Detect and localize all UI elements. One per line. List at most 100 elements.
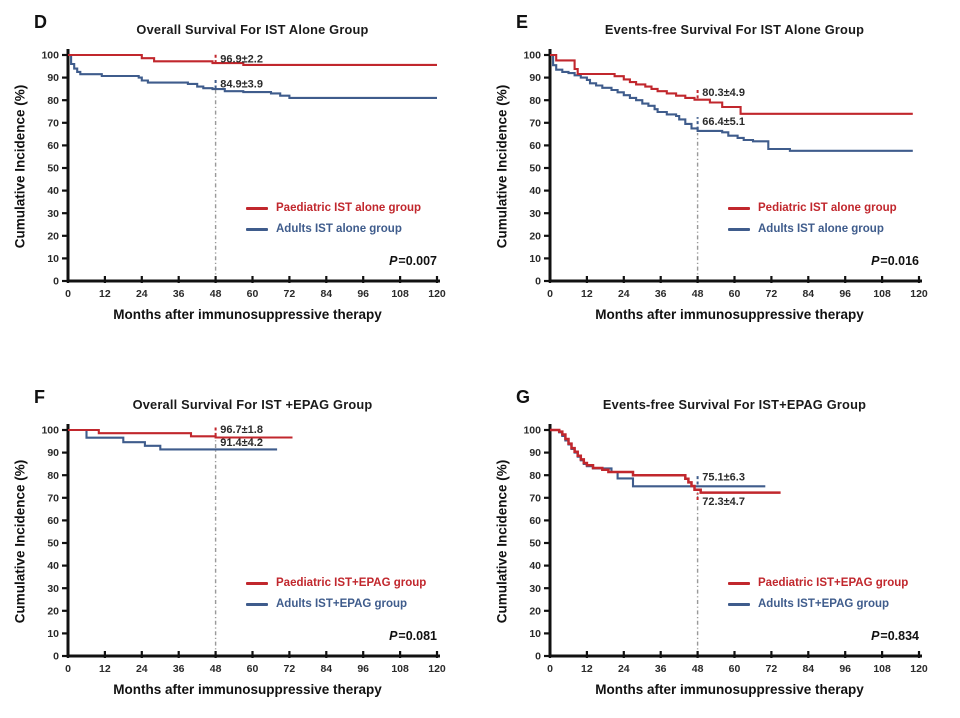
panel-letter-g: G xyxy=(516,387,531,407)
legend-swatch-blue xyxy=(246,227,268,231)
svg-text:90: 90 xyxy=(47,447,59,459)
panel-g: 0 12 24 36 48 60 72 84 96 108 120 0 10 20 30 40 50 60 70 80… xyxy=(482,383,952,718)
p-number: =0.834 xyxy=(880,629,919,643)
svg-text:90: 90 xyxy=(47,72,59,84)
svg-text:36: 36 xyxy=(655,288,667,300)
panel-d: 0 12 24 36 48 60 72 84 96 108 120 0 10 20 30 40 50 60 70 80… xyxy=(0,8,470,343)
legend-label: Paediatric IST+EPAG group xyxy=(276,577,427,589)
svg-text:20: 20 xyxy=(529,230,541,242)
legend-swatch-blue xyxy=(728,227,750,231)
svg-text:96: 96 xyxy=(357,288,369,300)
svg-text:60: 60 xyxy=(529,140,541,152)
svg-text:100: 100 xyxy=(523,425,541,437)
svg-text:0: 0 xyxy=(65,663,71,675)
y-axis-label: Cumulative Incidence (%) xyxy=(494,459,510,624)
svg-text:30: 30 xyxy=(529,583,541,595)
kaplan-meier-chart-g: 0 12 24 36 48 60 72 84 96 108 120 0 10 20 30 40 50 60 70 80… xyxy=(523,424,928,675)
svg-text:50: 50 xyxy=(47,163,59,175)
kaplan-meier-chart-e: 0 12 24 36 48 60 72 84 96 108 120 0 10 20 30 40 50 60 70 80… xyxy=(523,49,928,300)
svg-text:108: 108 xyxy=(391,663,409,675)
p-value: P=0.081 xyxy=(389,629,437,643)
x-axis-label: Months after immunosuppressive therapy xyxy=(595,682,864,697)
svg-text:60: 60 xyxy=(247,288,259,300)
svg-text:40: 40 xyxy=(529,560,541,572)
legend-item-adults: Adults IST+EPAG group xyxy=(728,598,908,610)
svg-text:80: 80 xyxy=(529,95,541,107)
chart-title-g: Events-free Survival For IST+EPAG Group xyxy=(602,397,867,412)
legend-swatch-red xyxy=(728,206,750,210)
svg-text:100: 100 xyxy=(41,425,59,437)
svg-text:96: 96 xyxy=(839,288,851,300)
svg-text:12: 12 xyxy=(99,663,111,675)
y-axis-label: Cumulative Incidence (%) xyxy=(494,84,510,249)
legend-item-pediatric: Pediatric IST alone group xyxy=(728,202,897,214)
svg-text:10: 10 xyxy=(529,628,541,640)
svg-text:36: 36 xyxy=(173,288,185,300)
svg-text:72: 72 xyxy=(766,288,778,300)
x-axis-label: Months after immunosuppressive therapy xyxy=(113,682,382,697)
svg-text:96: 96 xyxy=(839,663,851,675)
panel-f: 0 12 24 36 48 60 72 84 96 108 120 0 10 20 30 40 50 60 70 80… xyxy=(0,383,470,718)
chart-title-d: Overall Survival For IST Alone Group xyxy=(136,22,369,37)
svg-text:0: 0 xyxy=(65,288,71,300)
svg-text:50: 50 xyxy=(47,538,59,550)
svg-text:30: 30 xyxy=(47,583,59,595)
svg-text:70: 70 xyxy=(47,117,59,129)
legend-item-adults: Adults IST alone group xyxy=(246,223,421,235)
x-axis-label: Months after immunosuppressive therapy xyxy=(595,307,864,322)
svg-text:60: 60 xyxy=(47,140,59,152)
legend-label: Adults IST+EPAG group xyxy=(276,598,408,610)
p-number: =0.007 xyxy=(398,254,437,268)
legend-item-adults: Adults IST+EPAG group xyxy=(246,598,426,610)
svg-text:108: 108 xyxy=(391,288,409,300)
legend-swatch-red xyxy=(246,206,268,210)
p-value: P=0.007 xyxy=(389,254,437,268)
legend-label: Paediatric IST+EPAG group xyxy=(758,577,909,589)
svg-text:90: 90 xyxy=(529,72,541,84)
svg-text:24: 24 xyxy=(618,663,630,675)
svg-text:24: 24 xyxy=(136,288,148,300)
svg-text:80: 80 xyxy=(529,470,541,482)
svg-text:60: 60 xyxy=(729,663,741,675)
legend-swatch-blue xyxy=(246,602,268,606)
svg-text:60: 60 xyxy=(729,288,741,300)
p-symbol: P xyxy=(389,629,398,643)
svg-text:20: 20 xyxy=(529,605,541,617)
svg-text:84: 84 xyxy=(802,663,814,675)
svg-text:24: 24 xyxy=(136,663,148,675)
svg-text:40: 40 xyxy=(47,560,59,572)
svg-text:36: 36 xyxy=(655,663,667,675)
kaplan-meier-chart-d: 0 12 24 36 48 60 72 84 96 108 120 0 10 20 30 40 50 60 70 80… xyxy=(41,49,446,300)
svg-text:36: 36 xyxy=(173,663,185,675)
svg-text:84.9±3.9: 84.9±3.9 xyxy=(220,78,263,90)
p-value: P=0.834 xyxy=(871,629,919,643)
svg-text:0: 0 xyxy=(53,276,59,288)
svg-text:70: 70 xyxy=(47,492,59,504)
legend-item-pediatric: Paediatric IST+EPAG group xyxy=(728,577,908,589)
svg-text:96.7±1.8: 96.7±1.8 xyxy=(220,424,263,436)
legend-label: Adults IST alone group xyxy=(758,223,884,235)
svg-text:30: 30 xyxy=(529,208,541,220)
svg-text:72: 72 xyxy=(284,663,296,675)
legend: Paediatric IST alone group Adults IST al… xyxy=(246,202,421,244)
svg-text:50: 50 xyxy=(529,538,541,550)
svg-text:100: 100 xyxy=(41,50,59,62)
legend-label: Adults IST+EPAG group xyxy=(758,598,890,610)
svg-text:20: 20 xyxy=(47,230,59,242)
legend-swatch-blue xyxy=(728,602,750,606)
svg-text:48: 48 xyxy=(692,288,704,300)
svg-text:80: 80 xyxy=(47,470,59,482)
legend: Paediatric IST+EPAG group Adults IST+EPA… xyxy=(728,577,908,619)
svg-text:0: 0 xyxy=(53,651,59,663)
legend-swatch-red xyxy=(246,581,268,585)
svg-text:12: 12 xyxy=(581,288,593,300)
legend: Pediatric IST alone group Adults IST alo… xyxy=(728,202,897,244)
p-symbol: P xyxy=(871,629,880,643)
svg-text:0: 0 xyxy=(535,276,541,288)
chart-title-e: Events-free Survival For IST Alone Group xyxy=(604,22,865,37)
legend-item-pediatric: Paediatric IST+EPAG group xyxy=(246,577,426,589)
svg-text:120: 120 xyxy=(910,288,928,300)
panel-letter-f: F xyxy=(34,387,45,407)
svg-text:60: 60 xyxy=(47,515,59,527)
legend-label: Adults IST alone group xyxy=(276,223,402,235)
